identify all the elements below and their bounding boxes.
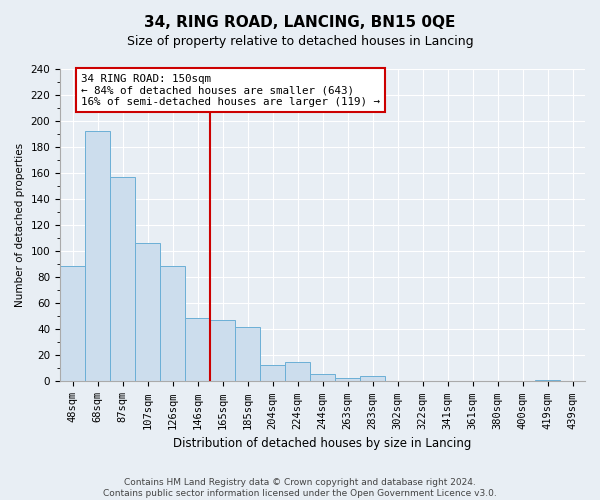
Bar bbox=[285, 362, 310, 382]
Bar bbox=[110, 177, 135, 382]
Bar bbox=[135, 244, 160, 382]
Text: Contains HM Land Registry data © Crown copyright and database right 2024.
Contai: Contains HM Land Registry data © Crown c… bbox=[103, 478, 497, 498]
Bar bbox=[535, 380, 560, 382]
Bar bbox=[85, 132, 110, 382]
Bar bbox=[185, 318, 210, 382]
Bar bbox=[310, 374, 335, 382]
X-axis label: Distribution of detached houses by size in Lancing: Distribution of detached houses by size … bbox=[173, 437, 472, 450]
Bar bbox=[360, 376, 385, 382]
Bar bbox=[60, 266, 85, 382]
Bar bbox=[235, 327, 260, 382]
Text: Size of property relative to detached houses in Lancing: Size of property relative to detached ho… bbox=[127, 35, 473, 48]
Bar bbox=[210, 320, 235, 382]
Y-axis label: Number of detached properties: Number of detached properties bbox=[15, 143, 25, 308]
Bar bbox=[260, 364, 285, 382]
Bar bbox=[335, 378, 360, 382]
Text: 34 RING ROAD: 150sqm
← 84% of detached houses are smaller (643)
16% of semi-deta: 34 RING ROAD: 150sqm ← 84% of detached h… bbox=[81, 74, 380, 107]
Text: 34, RING ROAD, LANCING, BN15 0QE: 34, RING ROAD, LANCING, BN15 0QE bbox=[145, 15, 455, 30]
Bar bbox=[160, 266, 185, 382]
